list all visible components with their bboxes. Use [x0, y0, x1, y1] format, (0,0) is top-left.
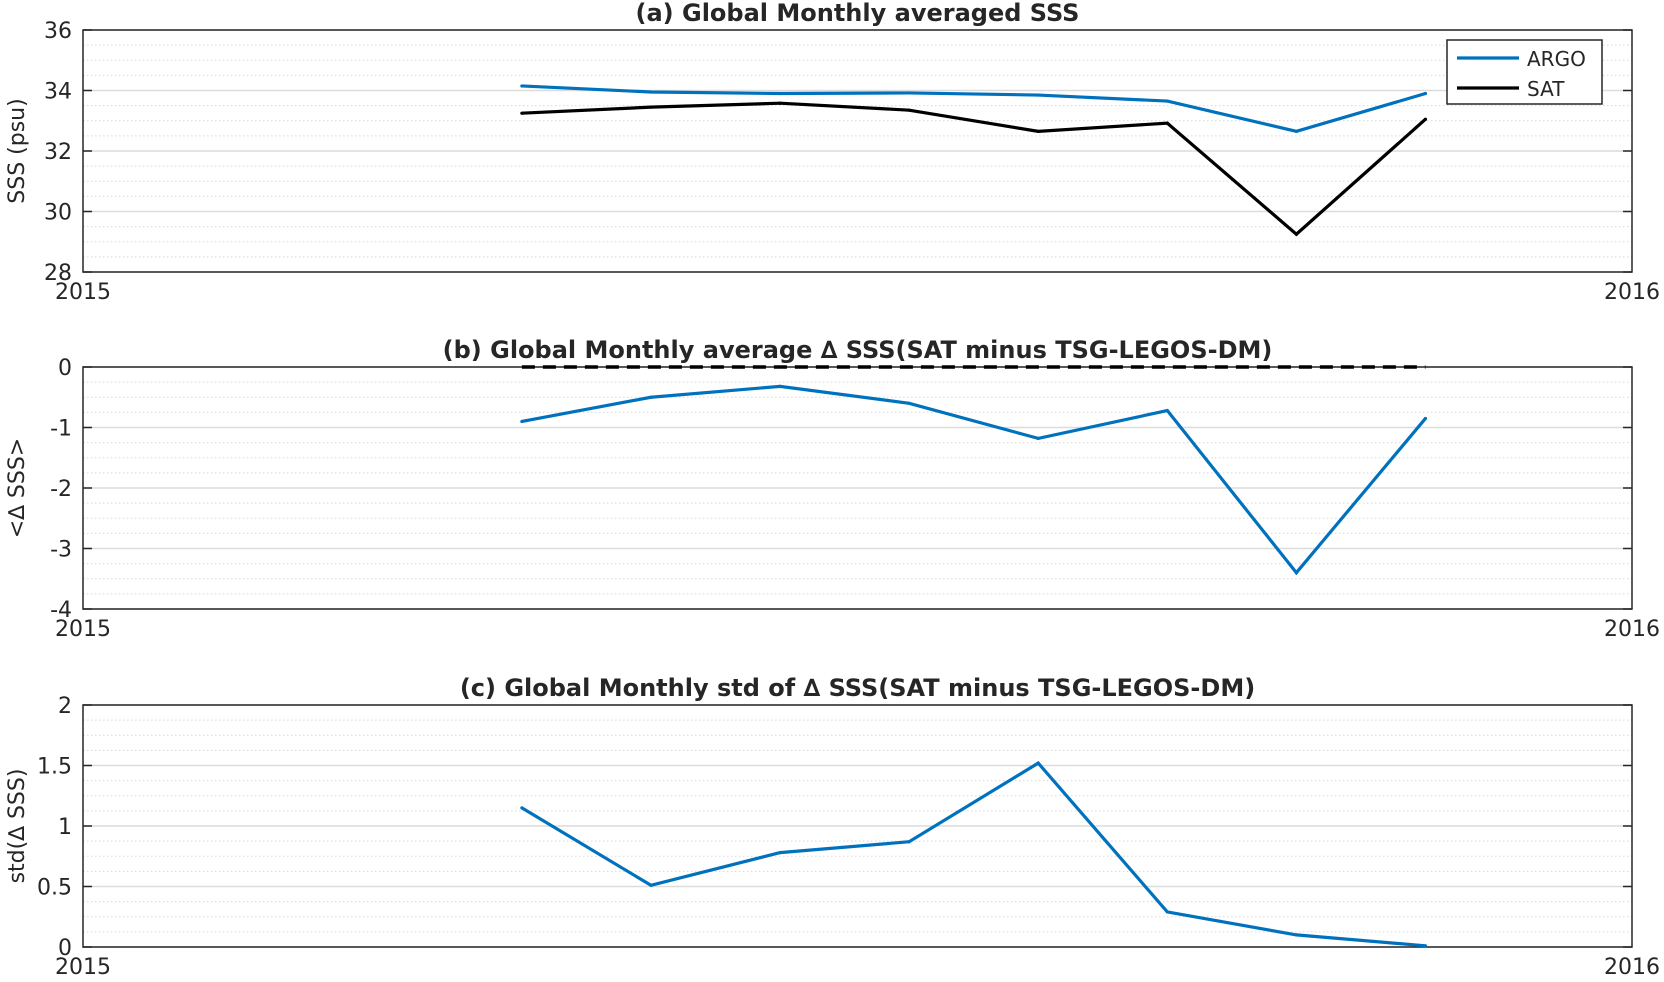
- data-point: [1423, 91, 1428, 96]
- y-tick-label: 0: [58, 936, 72, 961]
- y-tick-label: 0.5: [37, 876, 72, 901]
- y-axis-label: SSS (psu): [5, 98, 30, 203]
- data-point: [1294, 129, 1298, 133]
- data-point: [778, 101, 782, 105]
- data-point: [1294, 571, 1298, 575]
- data-point: [649, 90, 653, 94]
- data-point: [1036, 436, 1040, 440]
- legend-box: [1446, 39, 1603, 105]
- data-point: [778, 91, 782, 96]
- legend-label: SAT: [1527, 77, 1565, 101]
- data-point: [1165, 408, 1169, 413]
- data-point: [1165, 99, 1169, 103]
- data-point: [907, 401, 911, 405]
- x-tick-label: 2016: [1604, 955, 1660, 980]
- series-line-sat: [521, 101, 1427, 237]
- y-tick-label: -1: [50, 417, 72, 442]
- y-tick-label: 32: [44, 140, 72, 165]
- y-axis-label: std(∆ SSS): [5, 769, 30, 884]
- panel-b: -4 -3 -2 -1 0 2015 2016 (b) Global Monthly aver…: [5, 336, 1660, 642]
- data-point: [520, 111, 524, 115]
- data-point: [1423, 944, 1428, 948]
- x-tick-label: 2015: [55, 955, 111, 980]
- y-tick-label: 36: [44, 19, 72, 44]
- series-line-main: [521, 761, 1426, 948]
- panel-c: 0 0.5 1 1.5 2 2015 2016 (c) Global Monthly std …: [5, 674, 1660, 980]
- data-point: [778, 851, 782, 855]
- data-point: [1423, 117, 1428, 121]
- y-tick-label: -2: [50, 477, 72, 502]
- data-point: [1036, 93, 1040, 97]
- data-point: [520, 84, 524, 88]
- x-tick-label: 2015: [55, 617, 111, 642]
- y-axis-label: <∆ SSS>: [5, 438, 30, 538]
- data-point: [1294, 232, 1298, 236]
- x-tick-label: 2016: [1604, 280, 1660, 305]
- data-point: [649, 883, 653, 887]
- y-tick-label: 1: [58, 815, 72, 840]
- legend: ARGO SAT: [1446, 39, 1603, 105]
- series-line-main: [521, 384, 1427, 576]
- data-point: [1036, 129, 1040, 133]
- y-tick-label: 34: [44, 80, 72, 105]
- data-point: [1165, 121, 1169, 125]
- x-tick-label: 2015: [55, 280, 111, 305]
- series-line-argo: [521, 84, 1426, 133]
- chart-title: (a) Global Monthly averaged SSS: [636, 0, 1080, 27]
- data-point: [1165, 910, 1169, 914]
- data-point: [1294, 933, 1298, 937]
- chart-title: (b) Global Monthly average ∆ SSS(SAT min…: [443, 336, 1273, 364]
- data-point: [1036, 761, 1040, 765]
- panel-a: 28 30 32 34 36 2015 2016 (a) Global Monthly ave…: [5, 0, 1660, 305]
- y-tick-label: -3: [50, 538, 72, 563]
- y-tick-label: 2: [58, 694, 72, 719]
- x-tick-label: 2016: [1604, 617, 1660, 642]
- chart-title: (c) Global Monthly std of ∆ SSS(SAT minu…: [460, 674, 1255, 702]
- data-point: [907, 91, 911, 95]
- data-point: [649, 105, 653, 109]
- data-point: [778, 384, 782, 388]
- y-tick-label: 28: [44, 261, 72, 286]
- data-point: [520, 419, 524, 424]
- data-point: [907, 108, 911, 112]
- data-point: [520, 806, 524, 810]
- y-tick-label: 0: [58, 356, 72, 381]
- y-tick-label: 30: [44, 201, 72, 226]
- y-tick-label: -4: [50, 598, 72, 623]
- y-tick-label: 1.5: [37, 755, 72, 780]
- data-point: [649, 395, 653, 399]
- legend-label: ARGO: [1527, 47, 1586, 71]
- data-point: [1423, 416, 1428, 421]
- data-point: [907, 840, 911, 844]
